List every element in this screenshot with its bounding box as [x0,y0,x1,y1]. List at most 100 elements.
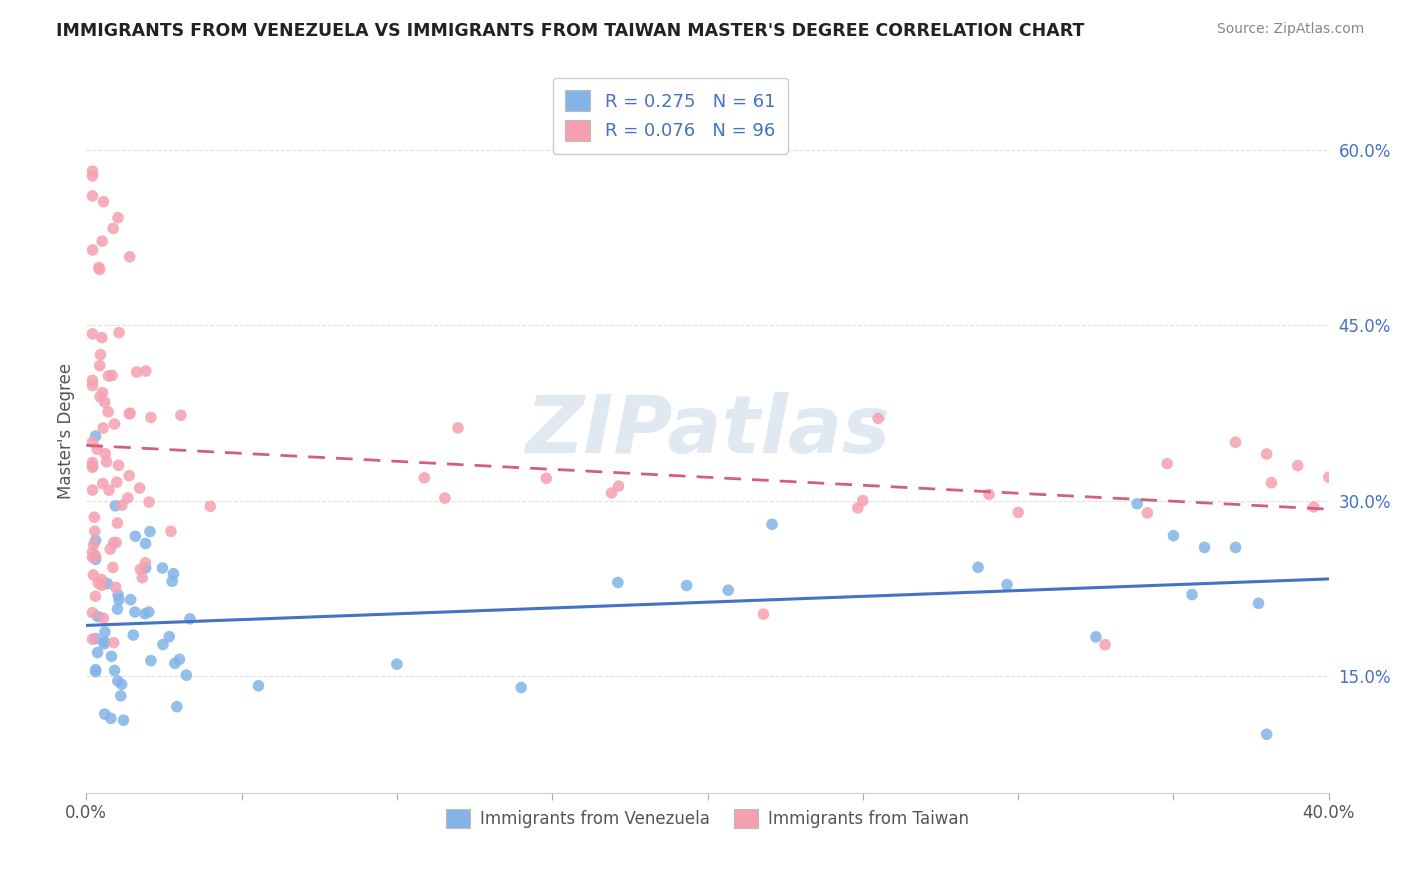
Point [118,468,141,483]
Point [852,493,875,508]
Point [138,605,160,619]
Point [96,576,118,591]
Point [135,364,157,378]
Point [103,635,125,649]
Point [91,421,114,435]
Point [101,560,124,574]
Point [90,331,112,345]
Point [1256,727,1278,741]
Point [166,699,188,714]
Point [1247,596,1270,610]
Point [100,649,122,664]
Point [162,566,184,581]
Point [94,634,117,648]
Point [169,652,191,666]
Point [82,373,104,387]
Legend: Immigrants from Venezuela, Immigrants from Taiwan: Immigrants from Venezuela, Immigrants fr… [440,803,976,835]
Point [86,646,108,660]
Point [128,481,150,495]
Point [96,455,118,469]
Point [124,605,146,619]
Point [433,491,456,505]
Point [152,561,174,575]
Point [752,607,775,621]
Point [117,491,139,505]
Point [868,411,890,425]
Point [82,169,104,183]
Point [135,561,157,575]
Point [1007,505,1029,519]
Point [108,326,131,340]
Point [129,562,152,576]
Point [134,607,156,621]
Point [1084,630,1107,644]
Point [138,495,160,509]
Point [82,550,104,565]
Point [82,456,104,470]
Point [84,549,107,563]
Point [84,429,107,443]
Text: Source: ZipAtlas.com: Source: ZipAtlas.com [1216,22,1364,37]
Point [100,711,122,725]
Point [82,326,104,341]
Point [120,592,142,607]
Point [82,435,104,450]
Point [91,234,114,248]
Point [82,460,104,475]
Point [108,592,131,607]
Point [94,707,117,722]
Point [105,475,128,490]
Point [536,471,558,485]
Point [87,575,110,590]
Point [717,583,740,598]
Point [1156,457,1178,471]
Point [1163,529,1185,543]
Point [385,657,408,672]
Point [104,499,127,513]
Point [1256,447,1278,461]
Point [607,479,630,493]
Point [82,632,104,647]
Point [110,689,132,703]
Point [112,713,135,727]
Point [846,500,869,515]
Point [105,516,128,530]
Point [163,657,186,671]
Point [98,542,121,557]
Point [1286,458,1309,473]
Point [87,260,110,275]
Point [82,606,104,620]
Point [86,442,108,457]
Point [104,580,127,594]
Point [84,665,107,679]
Point [97,405,120,419]
Point [94,624,117,639]
Point [82,483,104,497]
Point [761,517,783,532]
Point [107,588,129,602]
Point [82,189,104,203]
Point [1225,435,1247,450]
Point [101,368,124,383]
Point [134,536,156,550]
Point [1194,541,1216,555]
Point [600,486,623,500]
Y-axis label: Master's Degree: Master's Degree [58,362,75,499]
Point [1181,588,1204,602]
Point [447,421,470,435]
Point [110,677,132,691]
Point [93,194,115,209]
Point [247,679,270,693]
Point [510,681,533,695]
Point [84,552,107,566]
Point [83,537,105,551]
Point [1225,541,1247,555]
Point [90,578,112,592]
Point [160,574,183,589]
Point [89,359,111,373]
Point [125,365,148,379]
Point [139,654,162,668]
Point [1126,497,1149,511]
Point [97,369,120,384]
Point [1094,638,1116,652]
